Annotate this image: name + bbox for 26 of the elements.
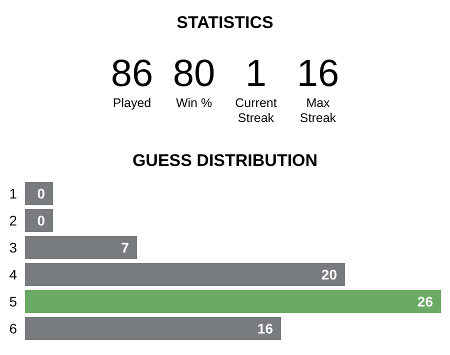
category-label: Win %	[176, 96, 212, 110]
data-label: 1	[245, 53, 267, 95]
y-tick-label: 3	[9, 240, 18, 256]
data-label: 16	[257, 320, 274, 336]
bar	[25, 263, 345, 286]
data-label: 7	[121, 240, 130, 256]
chart-title: GUESS DISTRIBUTION	[132, 151, 318, 170]
bar	[25, 317, 281, 340]
data-label: 16	[296, 53, 340, 95]
y-tick-label: 1	[9, 186, 18, 202]
data-label: 0	[37, 212, 46, 228]
data-label: 0	[37, 186, 46, 202]
category-label: Max Streak	[300, 96, 337, 125]
category-label: Current Streak	[235, 96, 278, 125]
text: STATISTICS	[176, 13, 274, 32]
y-tick-label: 2	[9, 212, 18, 228]
data-label: 20	[321, 266, 338, 282]
data-label: 26	[417, 294, 434, 310]
bar	[25, 290, 441, 313]
data-label: 80	[172, 53, 216, 95]
y-tick-label: 6	[9, 320, 18, 336]
data-label: 86	[110, 53, 154, 95]
category-label: Played	[112, 96, 152, 110]
bar	[25, 236, 137, 259]
y-tick-label: 5	[9, 294, 18, 310]
y-tick-label: 4	[9, 266, 18, 282]
